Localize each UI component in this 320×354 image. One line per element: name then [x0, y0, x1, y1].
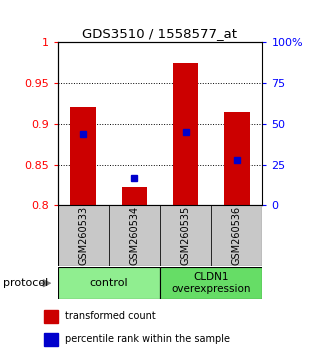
- Bar: [58, 205, 109, 266]
- Bar: [160, 267, 262, 299]
- Text: CLDN1
overexpression: CLDN1 overexpression: [172, 272, 251, 294]
- Bar: [70, 107, 96, 205]
- Bar: [44, 333, 58, 346]
- Title: GDS3510 / 1558577_at: GDS3510 / 1558577_at: [83, 27, 237, 40]
- Bar: [44, 310, 58, 323]
- Text: GSM260534: GSM260534: [129, 206, 140, 265]
- Bar: [211, 205, 262, 266]
- Text: GSM260535: GSM260535: [180, 206, 191, 265]
- Text: GSM260533: GSM260533: [78, 206, 88, 265]
- Bar: [122, 187, 147, 205]
- Text: transformed count: transformed count: [65, 312, 156, 321]
- Bar: [160, 205, 211, 266]
- Text: GSM260536: GSM260536: [232, 206, 242, 265]
- Bar: [224, 112, 250, 205]
- Bar: [58, 267, 160, 299]
- Bar: [173, 63, 198, 205]
- Text: protocol: protocol: [3, 278, 48, 288]
- Text: control: control: [90, 278, 128, 288]
- Bar: [109, 205, 160, 266]
- Text: percentile rank within the sample: percentile rank within the sample: [65, 335, 230, 344]
